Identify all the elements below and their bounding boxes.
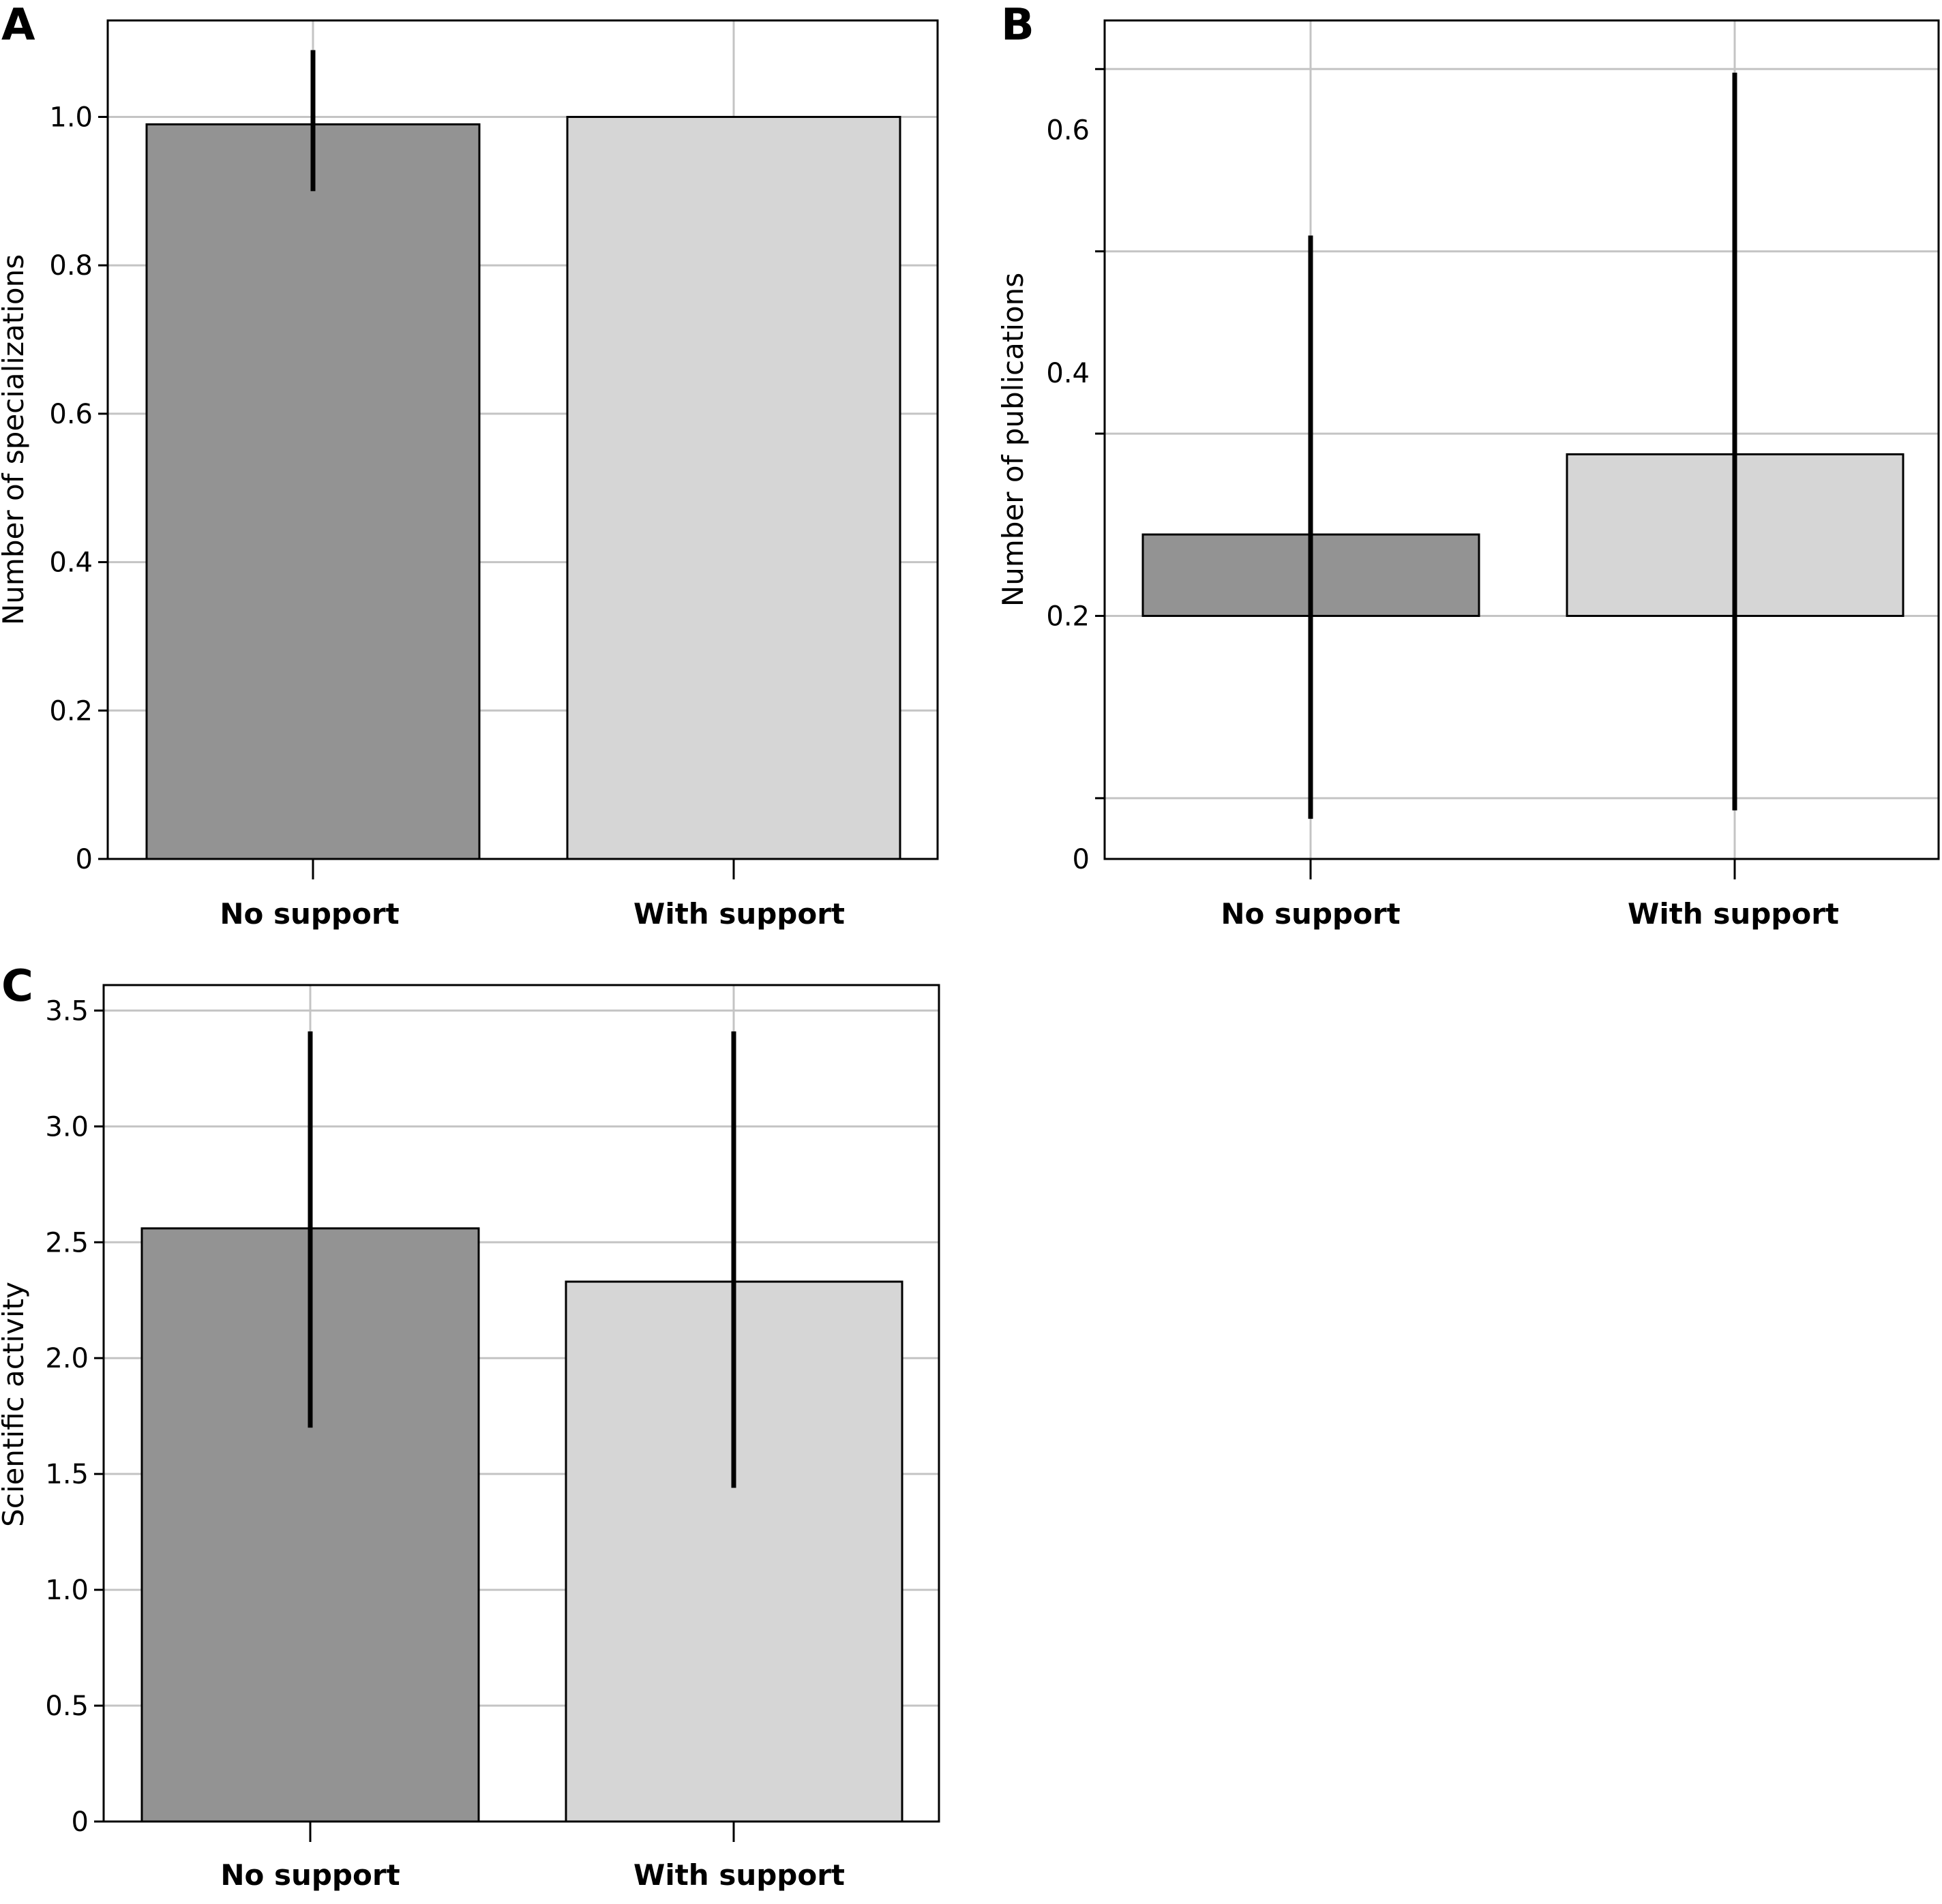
panel-a-bar-with-support (566, 116, 901, 860)
panel-c-y-tick-label: 1.5 (45, 1459, 89, 1490)
panel-c-x-tick-label-no-support: No support (220, 1858, 400, 1892)
panel-a-y-tick-label: 0.6 (49, 399, 93, 430)
panel-c-y-tick-label: 1.0 (45, 1575, 89, 1606)
panel-c-y-tick-label: 0 (72, 1807, 89, 1838)
panel-a-y-tick-label: 1.0 (49, 102, 93, 134)
panel-c-x-tick-label-with-support: With support (633, 1858, 845, 1892)
panel-a-plot-frame (106, 19, 939, 860)
panel-c-error-bars (308, 1031, 736, 1488)
panel-c-y-tick-label: 3.5 (45, 995, 89, 1027)
panel-b-plot-frame (1103, 19, 1940, 860)
panel-c-y-axis-title: Scientific activity (0, 1282, 30, 1527)
panel-c-y-tick-label: 3.0 (45, 1111, 89, 1143)
panel-c-y-tick-label: 2.0 (45, 1343, 89, 1374)
panel-a-y-tick-label: 0.8 (49, 250, 93, 282)
panel-b-y-axis-title: Number of publications (996, 273, 1030, 607)
panel-a-y-axis-title: Number of specializations (0, 254, 30, 625)
panel-a-y-tick-label: 0.2 (49, 695, 93, 727)
panel-b-y-tick-label: 0.2 (1046, 601, 1090, 632)
panel-b-x-tick-label-no-support: No support (1221, 897, 1400, 931)
panel-a-bar-no-support (145, 123, 481, 860)
panel-b-y-tick-label: 0.6 (1046, 115, 1090, 146)
panel-c-y-tick-label: 0.5 (45, 1691, 89, 1722)
panel-a: A 0 0.2 0.4 0.6 0.8 1.0 No support With support… (0, 0, 939, 931)
panel-a-x-tick-label-with-support: With support (633, 897, 845, 931)
panel-a-ticks: 0 0.2 0.4 0.6 0.8 1.0 No support With support (49, 102, 845, 931)
panel-b-y-tick-label: 0 (1073, 844, 1090, 875)
panel-b-x-tick-label-with-support: With support (1628, 897, 1839, 931)
panel-b-ticks: 0 0.2 0.4 0.6 No support With support (1046, 67, 1839, 931)
panel-a-letter: A (1, 0, 35, 50)
panel-b: B 0 0.2 0.4 0.6 No support With support Numbe… (996, 0, 1940, 931)
panel-b-letter: B (1001, 0, 1034, 50)
panel-a-bars (145, 116, 901, 860)
panel-c-letter: C (1, 961, 33, 1012)
panel-b-error-bars (1308, 72, 1737, 819)
panel-a-x-tick-label-no-support: No support (220, 897, 399, 931)
panel-a-y-tick-label: 0.4 (49, 547, 93, 579)
panel-c-y-tick-label: 2.5 (45, 1227, 89, 1258)
panel-b-y-tick-label: 0.4 (1046, 358, 1090, 389)
panel-c-plot-frame (102, 984, 940, 1823)
panel-c-ticks: 0 0.5 1.0 1.5 2.0 2.5 3.0 3.5 No support With sup… (45, 995, 845, 1892)
panel-a-y-tick-label: 0 (76, 844, 93, 875)
panel-c: C 0 0.5 1.0 1.5 2.0 2.5 3.0 3.5 No support With s… (0, 961, 940, 1892)
